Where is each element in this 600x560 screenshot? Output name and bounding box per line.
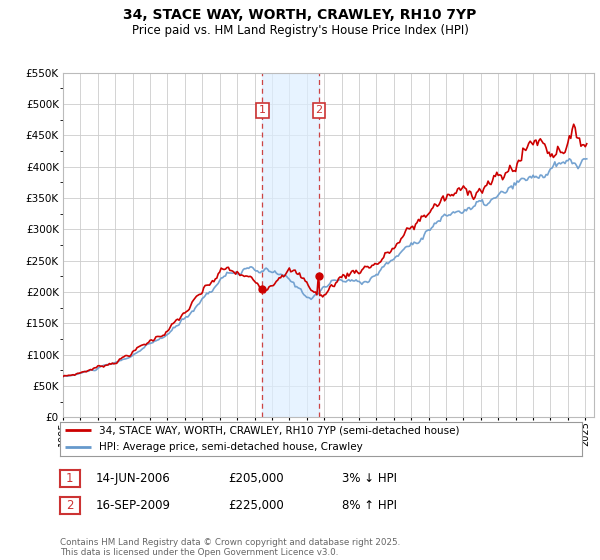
Text: Contains HM Land Registry data © Crown copyright and database right 2025.
This d: Contains HM Land Registry data © Crown c…: [60, 538, 400, 557]
Text: 34, STACE WAY, WORTH, CRAWLEY, RH10 7YP: 34, STACE WAY, WORTH, CRAWLEY, RH10 7YP: [124, 8, 476, 22]
Text: 8% ↑ HPI: 8% ↑ HPI: [342, 498, 397, 512]
Text: 16-SEP-2009: 16-SEP-2009: [96, 498, 171, 512]
Text: 34, STACE WAY, WORTH, CRAWLEY, RH10 7YP (semi-detached house): 34, STACE WAY, WORTH, CRAWLEY, RH10 7YP …: [99, 425, 460, 435]
Text: 2: 2: [316, 105, 322, 115]
Text: 2: 2: [66, 498, 74, 512]
Text: 3% ↓ HPI: 3% ↓ HPI: [342, 472, 397, 486]
Text: Price paid vs. HM Land Registry's House Price Index (HPI): Price paid vs. HM Land Registry's House …: [131, 24, 469, 36]
Text: HPI: Average price, semi-detached house, Crawley: HPI: Average price, semi-detached house,…: [99, 442, 363, 452]
Text: 1: 1: [259, 105, 266, 115]
Text: £205,000: £205,000: [228, 472, 284, 486]
Text: £225,000: £225,000: [228, 498, 284, 512]
Text: 14-JUN-2006: 14-JUN-2006: [96, 472, 171, 486]
Bar: [262, 73, 319, 417]
Text: 1: 1: [66, 472, 74, 486]
